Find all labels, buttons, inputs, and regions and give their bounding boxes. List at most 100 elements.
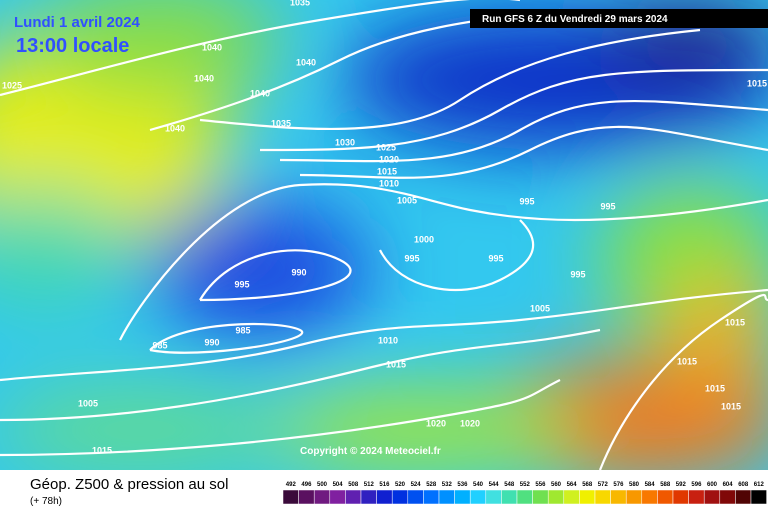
colorbar-label: 564 — [567, 482, 578, 488]
colorbar-swatch — [688, 489, 705, 505]
colorbar-swatch — [703, 489, 721, 505]
isobar-label: 995 — [600, 201, 615, 211]
colorbar-label: 524 — [411, 482, 422, 488]
isobar-label: 1020 — [460, 418, 480, 428]
colorbar: 492 496 500 504 508 512 516 520 524 528 532 536 540 5… — [282, 482, 767, 505]
colorbar-swatch — [719, 489, 736, 505]
colorbar-label: 580 — [629, 482, 640, 488]
colorbar-label: 516 — [379, 482, 390, 488]
isobar-label: 1015 — [705, 383, 725, 393]
isobar-label: 990 — [204, 337, 219, 347]
colorbar-swatch — [625, 489, 643, 505]
run-info: Run GFS 6 Z du Vendredi 29 mars 2024 — [482, 14, 668, 25]
colorbar-swatch — [329, 489, 346, 505]
valid-date: Lundi 1 avril 2024 — [14, 14, 141, 31]
colorbar-label: 560 — [551, 482, 562, 488]
colorbar-label: 612 — [754, 482, 765, 488]
colorbar-label: 528 — [426, 482, 437, 488]
colorbar-label: 492 — [286, 482, 297, 488]
isobar-label: 1040 — [194, 73, 214, 83]
isobar-label: 1015 — [92, 445, 112, 455]
isobar-label: 1025 — [376, 142, 396, 152]
colorbar-label: 536 — [457, 482, 468, 488]
colorbar-label: 576 — [613, 482, 624, 488]
isobar-label: 1015 — [386, 359, 406, 369]
isobar-label: 1010 — [379, 178, 399, 188]
isobar-labels: 1035 1040 1040 1040 1040 1025 1040 1035 1030 1025… — [2, 0, 767, 455]
isobar-label: 995 — [234, 279, 249, 289]
colorbar-label: 540 — [473, 482, 484, 488]
colorbar-swatch — [360, 489, 377, 505]
colorbar-swatch — [454, 489, 471, 505]
footer-title: Géop. Z500 & pression au sol — [30, 476, 228, 493]
isobar-label: 1035 — [271, 118, 291, 128]
colorbar-swatch — [376, 489, 393, 505]
isobar-label: 1015 — [677, 356, 697, 366]
colorbar-swatch — [563, 489, 580, 505]
colorbar-label: 608 — [738, 482, 749, 488]
isobar-label: 995 — [404, 253, 419, 263]
isobar-label: 985 — [235, 325, 250, 335]
colorbar-label: 572 — [598, 482, 609, 488]
isobar-label: 1010 — [378, 335, 398, 345]
isobar-label: 1020 — [379, 154, 399, 164]
isobar-label: 1025 — [2, 80, 22, 90]
colorbar-label: 552 — [520, 482, 531, 488]
colorbar-label: 496 — [301, 482, 312, 488]
colorbar-swatch — [516, 489, 533, 505]
isobar-label: 1040 — [250, 88, 270, 98]
colorbar-swatch — [485, 489, 502, 505]
run-banner — [470, 9, 768, 28]
colorbar-swatch — [532, 489, 549, 505]
isobar-label: 995 — [570, 269, 585, 279]
colorbar-swatch — [547, 489, 565, 505]
field — [0, 0, 768, 480]
colorbar-label: 512 — [364, 482, 375, 488]
colorbar-label: 500 — [317, 482, 328, 488]
colorbar-label: 504 — [333, 482, 344, 488]
colorbar-label: 588 — [660, 482, 671, 488]
colorbar-swatch — [735, 489, 752, 505]
colorbar-swatch — [407, 489, 424, 505]
isobar-label: 1015 — [721, 401, 741, 411]
isobar-label: 1005 — [397, 195, 417, 205]
isobar-label: 995 — [519, 196, 534, 206]
colorbar-swatch — [641, 489, 658, 505]
isobar-label: 990 — [291, 267, 306, 277]
colorbar-swatch — [594, 489, 611, 505]
colorbar-swatch — [313, 489, 331, 505]
isobar-label: 1040 — [296, 57, 316, 67]
colorbar-label: 548 — [504, 482, 515, 488]
isobar-label: 1040 — [202, 42, 222, 52]
colorbar-label: 532 — [442, 482, 453, 488]
colorbar-swatch — [298, 489, 315, 505]
isobar-label: 1005 — [530, 303, 550, 313]
colorbar-swatch — [345, 489, 362, 505]
colorbar-swatch — [501, 489, 518, 505]
footer-lead: (+ 78h) — [30, 496, 62, 507]
isobar-label: 985 — [152, 340, 167, 350]
isobar-label: 1000 — [414, 234, 434, 244]
colorbar-label: 520 — [395, 482, 406, 488]
isobar-label: 1020 — [426, 418, 446, 428]
copyright: Copyright © 2024 Meteociel.fr — [300, 446, 441, 457]
colorbar-swatch — [469, 489, 487, 505]
colorbar-swatch — [391, 489, 409, 505]
colorbar-swatch — [657, 489, 674, 505]
colorbar-label: 604 — [723, 482, 734, 488]
colorbar-label: 584 — [645, 482, 656, 488]
colorbar-label: 592 — [676, 482, 687, 488]
colorbar-swatch — [750, 489, 767, 505]
isobar-label: 1015 — [377, 166, 397, 176]
colorbar-swatch — [438, 489, 455, 505]
colorbar-swatch — [672, 489, 689, 505]
colorbar-label: 556 — [535, 482, 546, 488]
colorbar-label: 600 — [707, 482, 718, 488]
isobar-label: 1040 — [165, 123, 185, 133]
isobar-label: 1015 — [747, 78, 767, 88]
colorbar-swatch — [610, 489, 627, 505]
valid-time: 13:00 locale — [16, 35, 129, 57]
colorbar-label: 544 — [489, 482, 500, 488]
isobar-label: 995 — [488, 253, 503, 263]
